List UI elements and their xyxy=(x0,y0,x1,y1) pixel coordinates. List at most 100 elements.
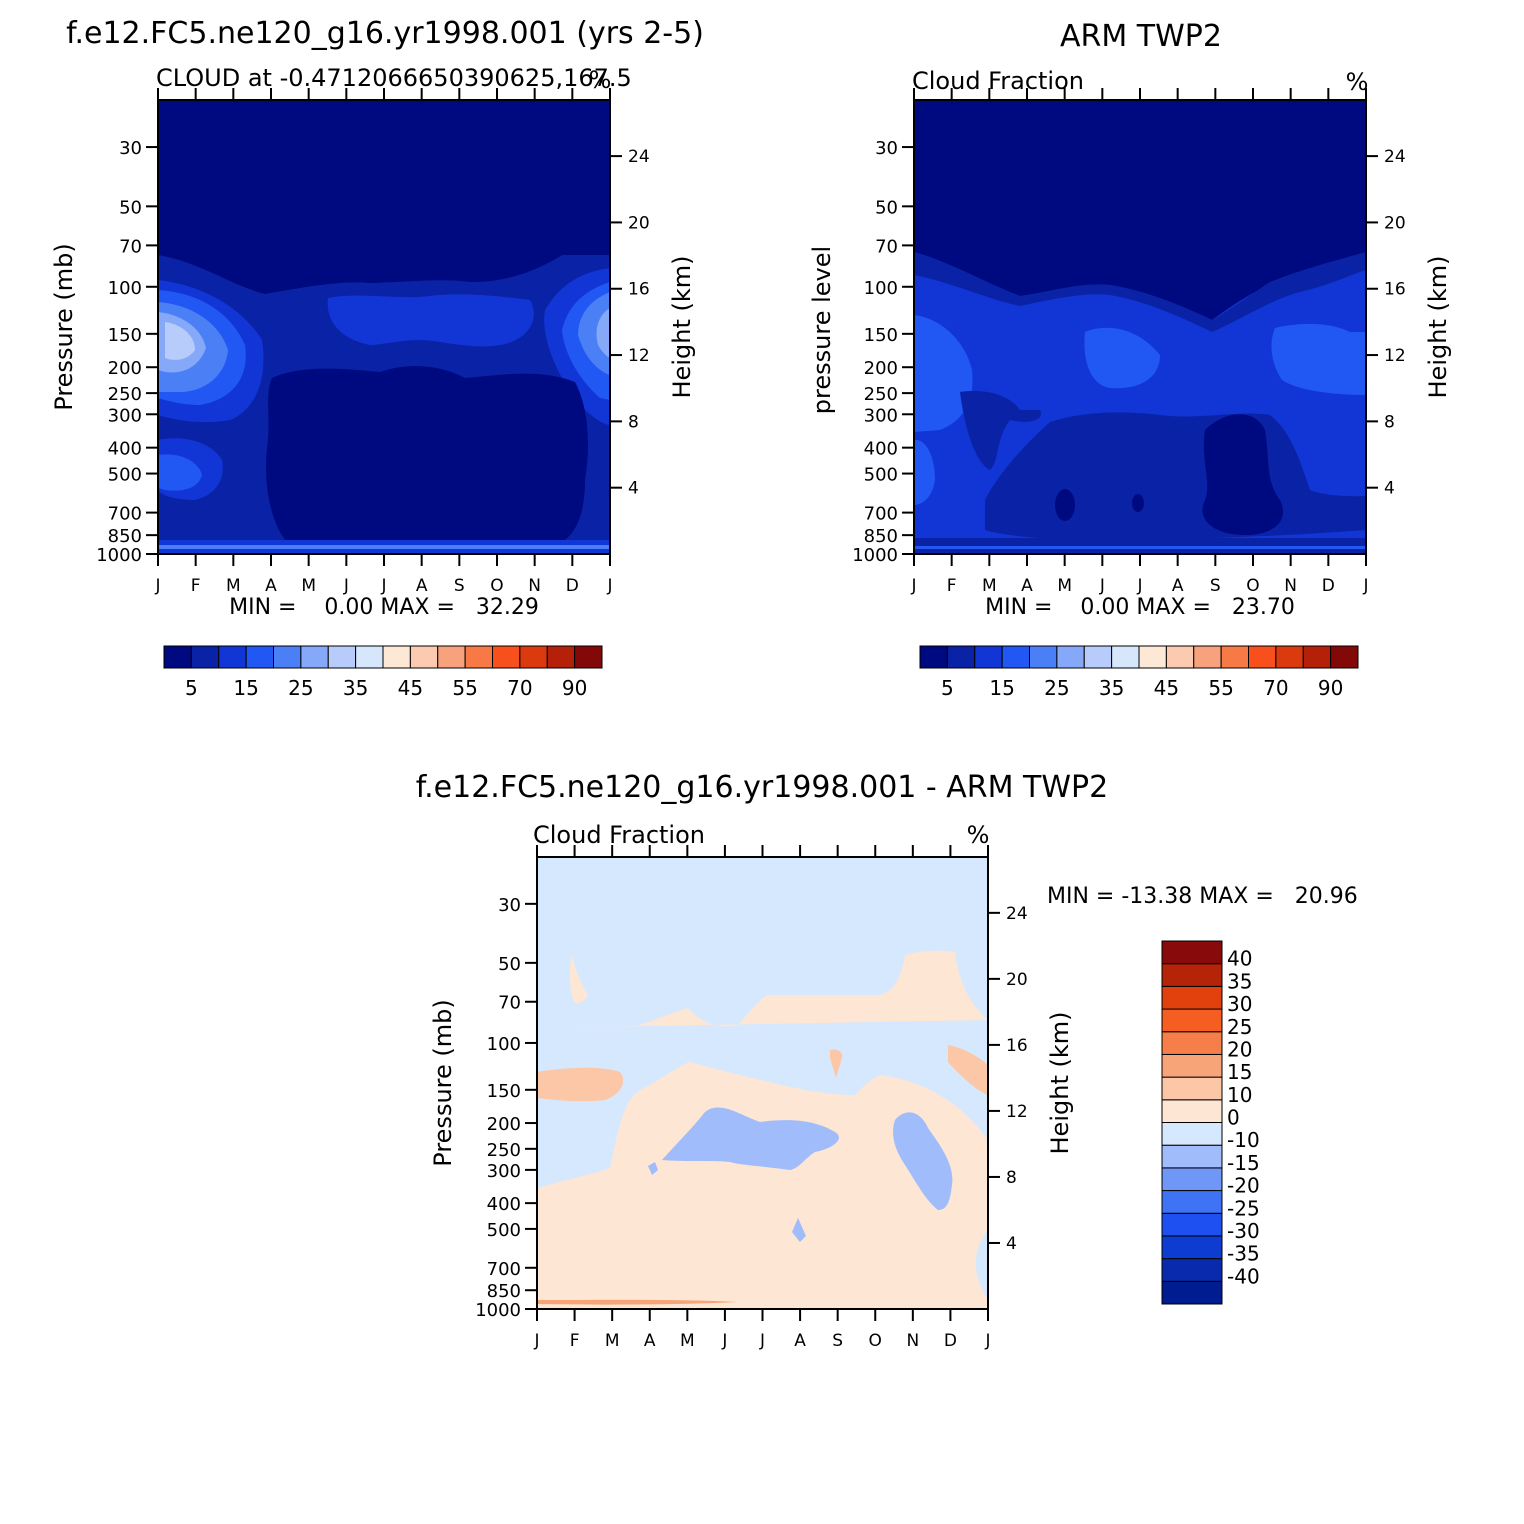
x-tick-label: D xyxy=(944,1331,957,1351)
colorbar-label: 70 xyxy=(1263,676,1288,700)
y-tick-label: 850 xyxy=(487,1281,521,1302)
panel1-y-right-ticks: 24 20 16 12 8 4 xyxy=(610,147,650,499)
y-right-tick-label: 12 xyxy=(628,346,650,366)
x-tick-label: J xyxy=(606,576,612,596)
x-tick-label: M xyxy=(301,576,316,596)
colorbar-label: 55 xyxy=(452,676,477,700)
x-tick-label: A xyxy=(1021,576,1033,596)
panel1-contours xyxy=(158,100,610,554)
colorbar-label: 15 xyxy=(989,676,1014,700)
colorbar-label: 5 xyxy=(941,676,954,700)
colorbar-swatch xyxy=(1193,645,1222,669)
x-tick-label: A xyxy=(265,576,277,596)
y-tick-label: 1000 xyxy=(96,545,142,566)
p1-strat-edge xyxy=(158,100,610,294)
colorbar-label: 25 xyxy=(288,676,313,700)
colorbar-label: 30 xyxy=(1227,992,1252,1016)
x-tick-label: N xyxy=(906,1331,919,1351)
p1-dec-upper-4 xyxy=(596,308,610,358)
x-tick-label: M xyxy=(226,576,241,596)
colorbar-swatch xyxy=(409,645,439,669)
colorbar-swatch xyxy=(382,645,411,669)
y-tick-label: 50 xyxy=(875,197,898,218)
colorbar-swatch xyxy=(1161,1235,1223,1260)
p3-feb-strat xyxy=(569,955,588,1004)
x-tick-label: A xyxy=(1172,576,1184,596)
p1-mid-low xyxy=(265,366,588,540)
colorbar-label: 40 xyxy=(1227,947,1252,971)
x-tick-label: M xyxy=(1057,576,1072,596)
y-tick-label: 30 xyxy=(498,895,521,916)
y-tick-label: 70 xyxy=(119,236,142,257)
colorbar-label: 35 xyxy=(1099,676,1124,700)
colorbar-swatch xyxy=(1161,963,1223,987)
x-tick-label: M xyxy=(605,1331,620,1351)
p3-aug-neg xyxy=(792,1218,806,1242)
panel2-subtitle: Cloud Fraction xyxy=(912,67,1084,95)
y-right-tick-label: 16 xyxy=(628,280,650,300)
p3-surface xyxy=(537,1298,988,1309)
y-tick-label: 850 xyxy=(108,526,142,547)
y-tick-label: 100 xyxy=(487,1034,521,1055)
y-right-tick-label: 8 xyxy=(1384,412,1395,432)
colorbar-swatch xyxy=(300,645,329,669)
colorbar-label: 90 xyxy=(1318,676,1343,700)
panel3-ylabel-right: Height (km) xyxy=(1046,1012,1074,1155)
colorbar-swatch xyxy=(327,645,357,669)
p2-sep-dry xyxy=(1202,414,1284,535)
y-tick-label: 400 xyxy=(487,1194,521,1215)
y-tick-label: 70 xyxy=(875,236,898,257)
colorbar-label: 5 xyxy=(185,676,198,700)
panel1-title: f.e12.FC5.ne120_g16.yr1998.001 (yrs 2-5) xyxy=(66,16,704,51)
colorbar-swatch xyxy=(1220,645,1249,669)
panel2-units: % xyxy=(1346,68,1369,96)
y-tick-label: 100 xyxy=(864,278,898,299)
colorbar-label: 90 xyxy=(562,676,587,700)
colorbar-label: -10 xyxy=(1227,1128,1260,1152)
y-right-tick-label: 8 xyxy=(1006,1168,1017,1188)
colorbar-swatch xyxy=(1161,940,1223,965)
colorbar-swatch xyxy=(1111,645,1140,669)
colorbar-swatch xyxy=(1330,645,1359,669)
p3-surface-peak xyxy=(537,1299,738,1305)
x-tick-label: J xyxy=(533,1331,539,1351)
colorbar-label: 35 xyxy=(1227,969,1252,993)
x-tick-label: N xyxy=(1284,576,1297,596)
panel3-y-right-ticks: 24 20 16 12 8 4 xyxy=(988,904,1028,1254)
colorbar-label: 70 xyxy=(507,676,532,700)
colorbar-swatch xyxy=(1161,1190,1223,1214)
p1-dec-upper-3 xyxy=(578,292,610,375)
colorbar-label: 45 xyxy=(398,676,423,700)
panel-model: f.e12.FC5.ne120_g16.yr1998.001 (yrs 2-5)… xyxy=(50,16,704,700)
y-tick-label: 250 xyxy=(487,1140,521,1161)
x-tick-label: D xyxy=(1322,576,1335,596)
y-tick-label: 1000 xyxy=(852,545,898,566)
p2-tropopause xyxy=(914,252,1366,332)
panel3-subtitle: Cloud Fraction xyxy=(533,821,705,849)
panel3-units: % xyxy=(967,821,990,849)
y-tick-label: 50 xyxy=(119,197,142,218)
y-right-tick-label: 24 xyxy=(628,147,650,167)
y-tick-label: 300 xyxy=(108,405,142,426)
p1-surface-2 xyxy=(158,545,610,549)
colorbar-swatch xyxy=(1161,1122,1223,1146)
panel3-title: f.e12.FC5.ne120_g16.yr1998.001 - ARM TWP… xyxy=(416,770,1108,805)
y-tick-label: 250 xyxy=(108,384,142,405)
y-tick-label: 50 xyxy=(498,954,521,975)
x-tick-label: M xyxy=(680,1331,695,1351)
colorbar-swatch xyxy=(1083,645,1113,669)
x-tick-label: M xyxy=(982,576,997,596)
y-tick-label: 1000 xyxy=(475,1300,521,1321)
p2-may-dry xyxy=(1055,489,1075,521)
colorbar-swatch xyxy=(1161,1099,1223,1123)
y-right-tick-label: 20 xyxy=(1384,213,1406,233)
colorbar-swatch xyxy=(1161,1144,1223,1169)
x-tick-label: D xyxy=(566,576,579,596)
colorbar-swatch xyxy=(1161,1280,1223,1305)
y-tick-label: 500 xyxy=(108,465,142,486)
colorbar-swatch xyxy=(1248,645,1277,669)
colorbar-label: 0 xyxy=(1227,1106,1240,1130)
p2-surface-2 xyxy=(914,546,1366,549)
